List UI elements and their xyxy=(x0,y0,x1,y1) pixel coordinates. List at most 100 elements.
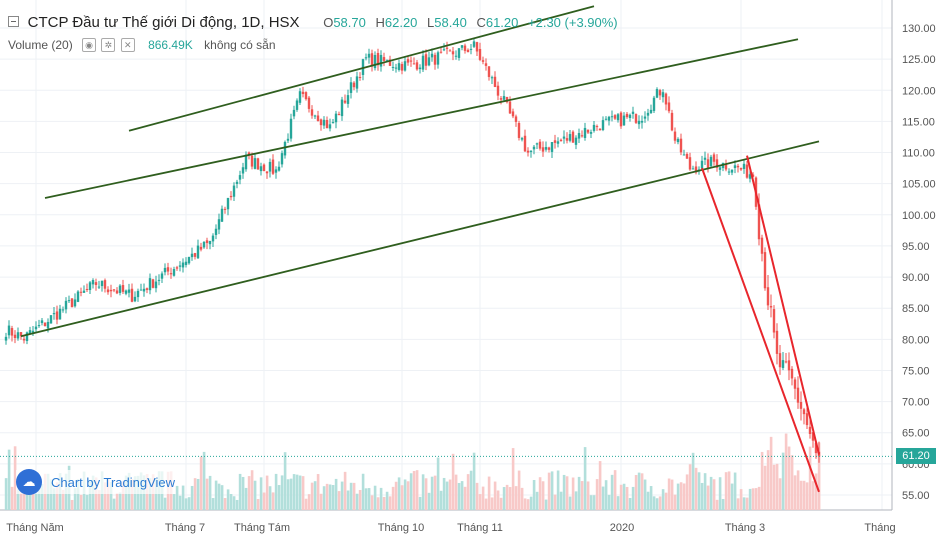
y-tick-label: 100.00 xyxy=(902,210,936,222)
volume-bar xyxy=(463,486,467,510)
candle-body xyxy=(247,152,251,155)
volume-bar xyxy=(448,479,452,510)
candle-body xyxy=(532,146,536,150)
candle-body xyxy=(415,62,419,70)
volume-bar xyxy=(739,489,743,510)
candle-body xyxy=(595,126,599,128)
volume-bar xyxy=(697,472,701,510)
candle-body xyxy=(661,92,665,98)
candle-body xyxy=(214,228,218,235)
gear-icon[interactable]: ✲ xyxy=(101,37,116,52)
y-tick-label: 130.00 xyxy=(902,23,936,35)
candle-body xyxy=(55,311,59,320)
candle-body xyxy=(70,298,74,308)
candle-body xyxy=(748,174,752,179)
candle-body xyxy=(67,300,71,302)
candle-body xyxy=(601,120,605,131)
volume-bar xyxy=(199,456,203,510)
candle-body xyxy=(217,219,221,230)
candle-body xyxy=(517,123,521,138)
y-tick-label: 115.00 xyxy=(902,116,935,128)
candle-body xyxy=(28,330,32,334)
volume-bar xyxy=(163,497,167,510)
volume-bar xyxy=(388,496,392,510)
volume-bar xyxy=(553,494,557,510)
volume-bar xyxy=(505,484,509,510)
volume-bar xyxy=(280,475,284,510)
candle-body xyxy=(499,98,503,100)
close-icon[interactable]: ✕ xyxy=(120,37,135,52)
volume-bar xyxy=(10,486,14,510)
volume-bar xyxy=(262,492,266,510)
volume-bar xyxy=(277,485,281,510)
candle-body xyxy=(604,118,608,120)
low-value: 58.40 xyxy=(434,15,467,31)
volume-bar xyxy=(712,479,716,510)
volume-bar xyxy=(676,483,680,510)
candle-body xyxy=(343,100,347,103)
candle-body xyxy=(205,240,209,244)
volume-bar xyxy=(370,495,374,510)
candle-body xyxy=(583,127,587,138)
candle-body xyxy=(394,67,398,69)
volume-bar xyxy=(175,485,179,510)
candle-body xyxy=(535,143,539,145)
eye-icon[interactable]: ◉ xyxy=(82,37,97,52)
volume-bar xyxy=(172,494,176,510)
candle-body xyxy=(652,97,656,111)
candle-body xyxy=(736,165,740,168)
candle-body xyxy=(193,253,197,257)
volume-bar xyxy=(316,474,320,510)
volume-bar xyxy=(460,481,464,510)
y-tick-label: 85.00 xyxy=(902,303,930,315)
candle-body xyxy=(490,77,494,79)
volume-bar xyxy=(541,481,545,510)
volume-bar xyxy=(649,486,653,510)
volume-bar xyxy=(4,478,8,510)
volume-bar xyxy=(346,490,350,510)
candle-body xyxy=(238,175,242,180)
x-tick-label: Tháng Năm xyxy=(6,522,63,534)
volume-bar xyxy=(208,475,212,510)
y-tick-label: 105.00 xyxy=(902,179,936,191)
candle-body xyxy=(613,115,617,119)
x-tick-label: Tháng 3 xyxy=(725,522,765,534)
candle-body xyxy=(802,409,806,415)
volume-bar xyxy=(814,473,818,510)
tradingview-watermark[interactable]: ☁ Chart by TradingView xyxy=(16,469,176,495)
x-tick-label: Tháng 10 xyxy=(378,522,424,534)
volume-bar xyxy=(241,476,245,510)
candle-body xyxy=(274,169,278,173)
candle-body xyxy=(25,332,29,341)
volume-bar xyxy=(766,450,770,510)
volume-bar xyxy=(748,488,752,510)
candle-body xyxy=(7,325,11,336)
volume-bar xyxy=(661,489,665,510)
candle-body xyxy=(376,52,380,66)
volume-bar xyxy=(727,471,731,510)
candle-body xyxy=(436,52,440,65)
candle-body xyxy=(283,141,287,156)
candle-body xyxy=(796,387,800,403)
volume-bar xyxy=(358,489,362,510)
candle-body xyxy=(751,174,755,177)
candle-body xyxy=(709,156,713,167)
close-label: C xyxy=(476,15,486,31)
volume-bar xyxy=(217,483,221,510)
volume-bar xyxy=(223,498,227,510)
symbol-title[interactable]: CTCP Đầu tư Thế giới Di động, 1D, HSX xyxy=(27,14,300,32)
volume-bar xyxy=(664,492,668,510)
candle-body xyxy=(334,113,338,123)
candle-body xyxy=(259,166,263,172)
volume-bar xyxy=(538,477,542,510)
volume-bar xyxy=(196,478,200,510)
candle-body xyxy=(406,59,410,63)
volume-label[interactable]: Volume (20) xyxy=(8,37,73,52)
candle-body xyxy=(100,280,104,287)
candle-body xyxy=(568,134,572,141)
collapse-icon[interactable] xyxy=(8,16,19,28)
volume-bar xyxy=(436,457,440,510)
candle-body xyxy=(352,82,356,88)
